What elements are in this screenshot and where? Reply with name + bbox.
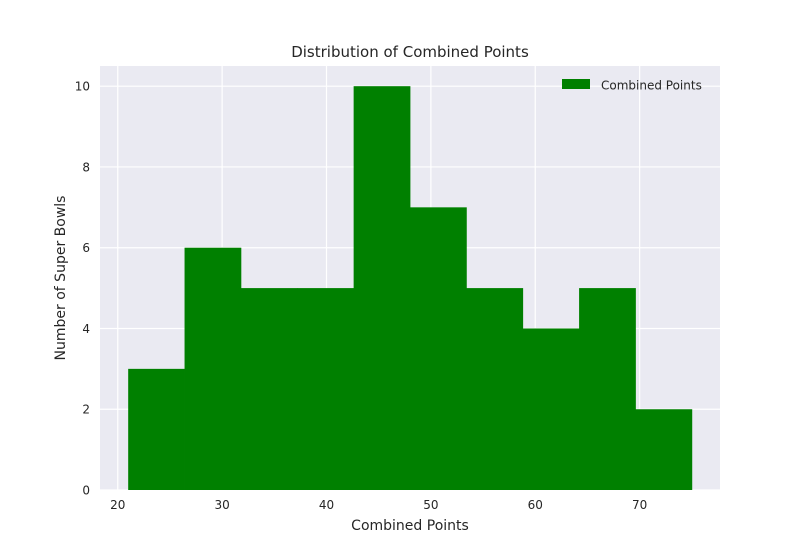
legend-label: Combined Points [601, 79, 702, 93]
histogram-bar [353, 86, 411, 490]
histogram-bar [579, 288, 636, 490]
y-tick-label: 2 [82, 403, 90, 417]
histogram-bar [184, 247, 242, 490]
x-tick-label: 60 [528, 498, 543, 512]
histogram-bar [466, 288, 524, 490]
y-tick-label: 6 [82, 241, 90, 255]
x-axis-ticks: 20 30 40 50 60 70 [110, 498, 647, 512]
x-tick-label: 40 [319, 498, 334, 512]
y-tick-label: 10 [75, 80, 90, 94]
legend: Combined Points [562, 79, 702, 93]
chart-title: Distribution of Combined Points [291, 43, 529, 61]
histogram-bar [128, 368, 185, 490]
histogram-bar [635, 409, 693, 490]
histogram-bar [297, 288, 355, 490]
x-tick-label: 30 [214, 498, 229, 512]
y-axis-ticks: 0 2 4 6 8 10 [75, 80, 90, 498]
x-tick-label: 50 [423, 498, 438, 512]
x-tick-label: 20 [110, 498, 125, 512]
y-tick-label: 4 [82, 322, 90, 336]
legend-swatch [562, 79, 590, 89]
x-axis-label: Combined Points [351, 518, 469, 534]
x-tick-label: 70 [632, 498, 647, 512]
y-tick-label: 8 [82, 160, 90, 174]
y-axis-label: Number of Super Bowls [53, 196, 69, 361]
bars-group [128, 86, 693, 491]
histogram-bar [522, 328, 580, 490]
histogram-bar [240, 288, 298, 490]
y-tick-label: 0 [82, 484, 90, 498]
histogram-bar [410, 207, 467, 491]
